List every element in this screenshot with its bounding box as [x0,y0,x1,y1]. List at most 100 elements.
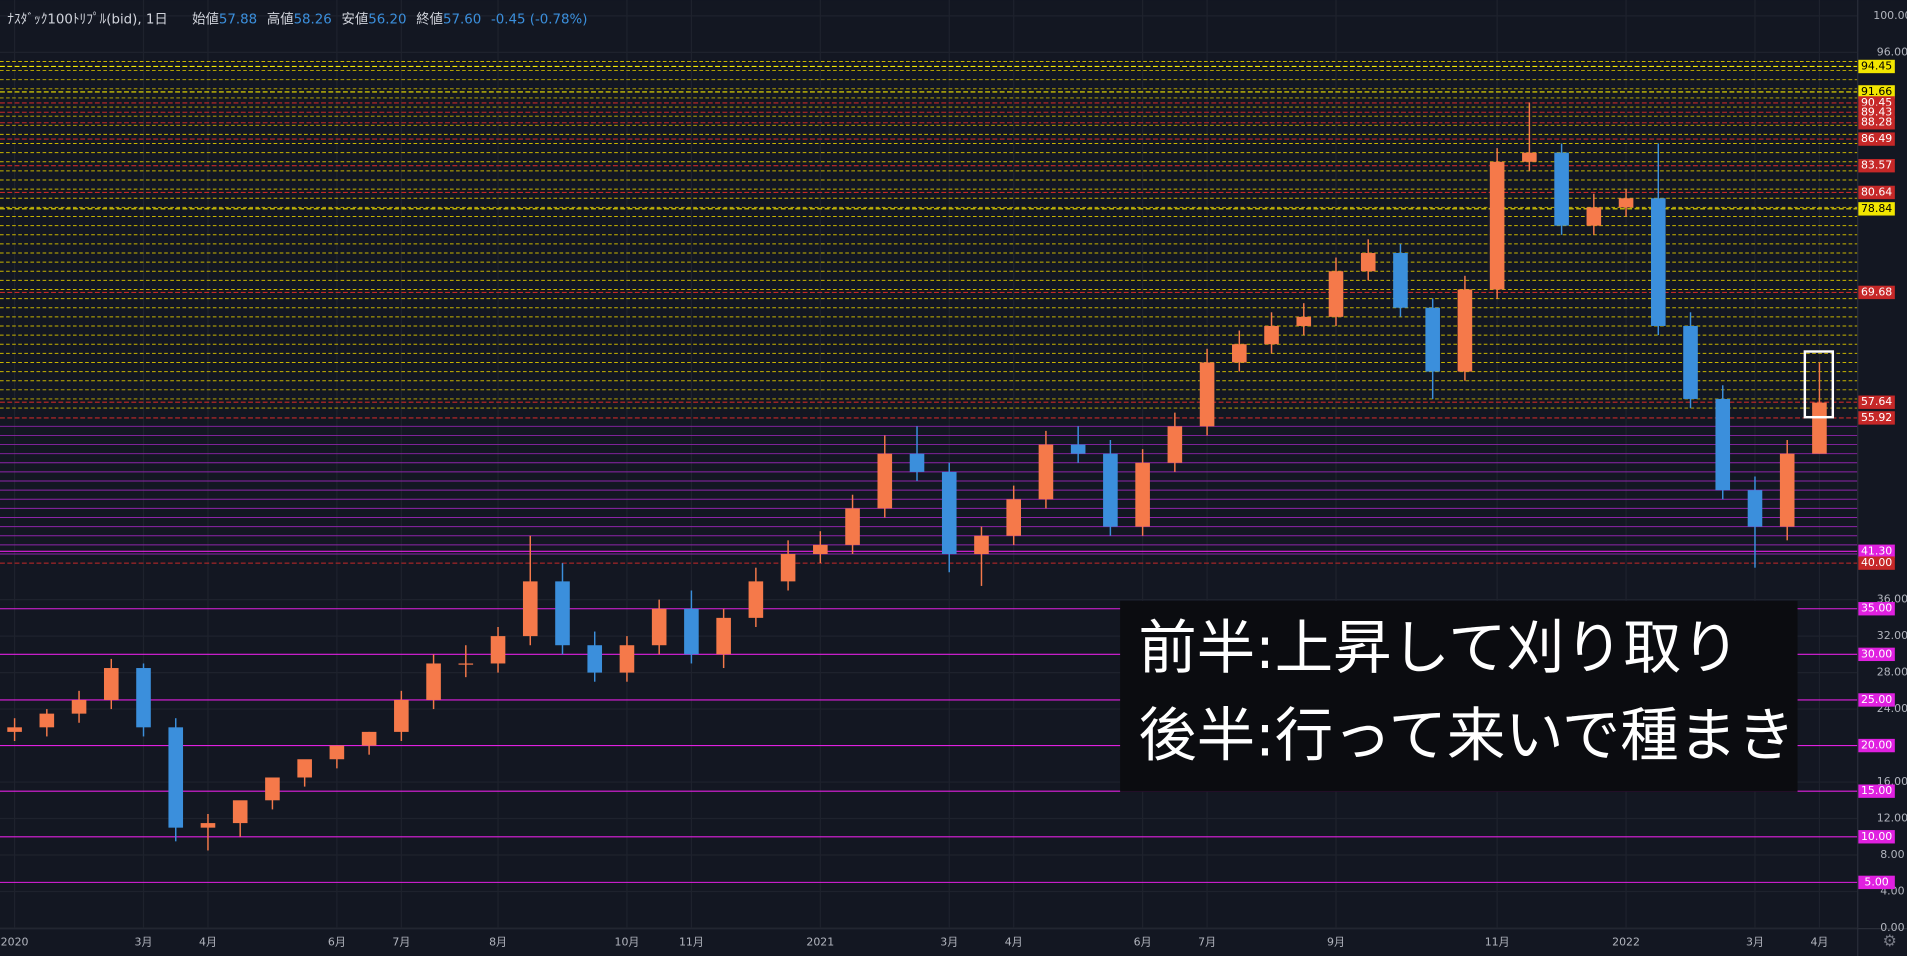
stat-label: 安値 [342,11,369,27]
y-tick-label: 28.00 [1877,666,1907,679]
x-tick-label: 6月 [328,936,346,949]
candle-body [1618,198,1634,208]
candle-body [813,544,828,555]
x-tick-label: 3月 [1746,936,1764,949]
x-tick-label: 11月 [1485,936,1510,949]
x-tick-label: 2021 [806,936,834,949]
level-label: 80.64 [1861,185,1892,198]
level-label-bg [1858,132,1895,146]
candle-body [1779,453,1795,527]
level-label-bg [1858,59,1895,74]
candle-body [1554,152,1569,226]
candle-body [1199,362,1215,427]
candle-body [297,759,312,778]
candle-body [329,745,345,760]
level-label: 94.45 [1861,59,1892,72]
stat-value: 58.26 [294,12,332,27]
candle-body [1006,499,1021,536]
level-label: 83.57 [1861,159,1892,172]
level-label: 40.00 [1861,556,1892,569]
y-tick-label: 100.00 [1873,9,1907,22]
level-label-bg [1858,544,1895,558]
candle-body [877,453,893,509]
candle-body [1103,453,1118,527]
level-label-bg [1858,784,1895,798]
x-tick-label: 3月 [940,936,958,949]
stat-value: 57.60 [443,12,481,27]
candle-body [39,713,55,728]
candle-body [103,668,119,700]
candle-body [1650,198,1666,326]
x-tick-label: 8月 [489,936,507,949]
stat-label: 高値 [267,10,294,27]
candle-body [200,823,216,828]
candle-body [1167,426,1183,463]
symbol-title: ﾅｽﾀﾞｯｸ100ﾄﾘﾌﾟﾙ(bid), 1日 [7,11,167,27]
candle-body [1489,161,1505,290]
y-tick-label: 96.00 [1877,45,1907,58]
candle-body [1586,207,1602,226]
level-label-bg [1858,202,1895,216]
candle-body [232,800,248,824]
candle-body [619,645,635,673]
candle-body [1812,402,1827,454]
x-tick-label: 7月 [392,936,410,949]
candle-body [1328,271,1344,317]
x-tick-label: 7月 [1198,936,1216,949]
candle-body [490,636,506,664]
level-label: 10.00 [1861,830,1892,843]
candle-body [394,699,409,732]
candle-body [587,645,603,673]
level-label: 15.00 [1861,784,1892,797]
candle-body [1457,289,1473,372]
annotation-box [1120,600,1798,792]
level-label: 41.30 [1861,544,1892,557]
candles [7,102,1827,851]
x-tick-label: 10月 [615,936,640,949]
level-label-bg [1858,647,1895,662]
level-label: 25.00 [1861,693,1892,706]
candle-body [71,699,87,714]
y-tick-label: 0.00 [1880,921,1904,934]
level-label: 35.00 [1861,602,1892,615]
annotation-text: 後半:行って来いで種まき [1138,702,1795,770]
level-label: 89.43 [1861,105,1892,118]
x-tick-label: 11月 [679,936,704,949]
candle-body [265,777,280,801]
level-label-bg [1858,556,1895,570]
candle-body [1715,398,1731,491]
settings-icon[interactable]: ⚙ [1883,931,1897,950]
stat-value: 57.88 [219,12,257,27]
y-tick-label: 12.00 [1877,812,1907,825]
candle-body [1232,344,1247,363]
candle-body [748,581,764,618]
level-label-bg [1858,85,1895,99]
level-label-bg [1858,159,1895,173]
candle-body [1522,152,1537,162]
highlight-box [1803,350,1835,419]
level-label: 78.84 [1861,202,1892,215]
level-label-bg [1858,285,1895,300]
candle-body [651,608,667,646]
candle-body [7,727,22,732]
level-label: 30.00 [1861,647,1892,660]
candle-body [1747,490,1763,527]
level-label-bg [1858,185,1895,200]
price-axis: 100.0096.0036.0032.0028.0024.0016.0012.0… [1,9,1907,949]
stat-value: 56.20 [368,12,406,27]
y-tick-label: 8.00 [1880,848,1904,861]
level-label-bg [1858,875,1895,890]
x-tick-label: 2022 [1612,936,1640,949]
candle-body [845,508,860,545]
candle-body [136,668,151,728]
x-tick-label: 4月 [1810,936,1828,949]
header: ﾅｽﾀﾞｯｸ100ﾄﾘﾌﾟﾙ(bid), 1日 始値 57.88 高値 58.26 安値 5… [7,10,587,27]
candle-body [1135,462,1150,527]
x-tick-label: 3月 [135,936,153,949]
level-label-bg [1858,395,1895,409]
candle-body [426,663,441,700]
candle-body [780,554,796,582]
level-label-bg [1858,105,1895,119]
candle-body [1425,307,1440,372]
candle-body [716,617,731,655]
